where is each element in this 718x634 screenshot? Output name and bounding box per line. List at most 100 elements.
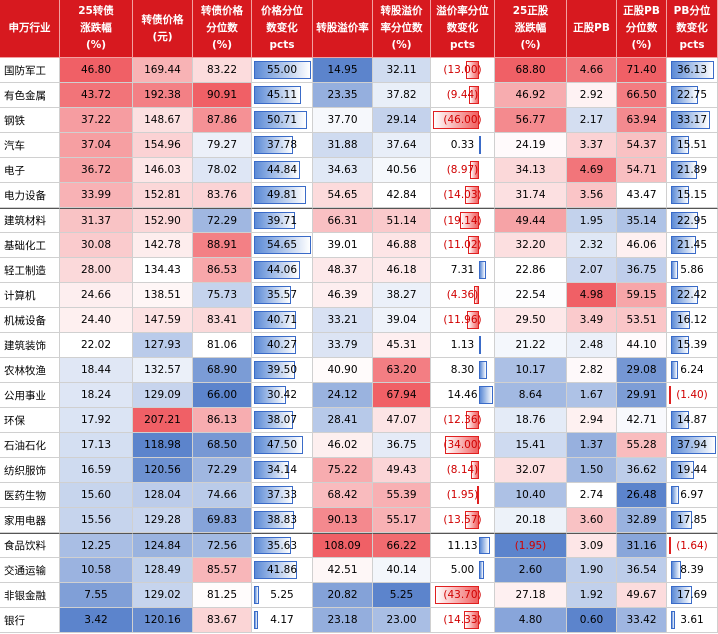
header-cell: 正股PB <box>567 0 617 58</box>
value-cell: 43.72 <box>60 83 133 108</box>
cell-value: 2.60 <box>518 564 543 576</box>
value-cell: 18.24 <box>60 383 133 408</box>
value-cell: 32.07 <box>495 458 567 483</box>
value-cell: 43.47 <box>617 183 667 208</box>
header-text: 转债价格 <box>141 13 184 26</box>
header-cell: 溢价率分位 数变化 pcts <box>431 0 495 58</box>
value-cell: 14.87 <box>667 408 718 433</box>
cell-value: 88.91 <box>206 239 238 251</box>
cell-value: (14.33) <box>443 614 482 626</box>
value-cell: 86.53 <box>193 258 252 283</box>
cell-value: (13.57) <box>443 514 482 526</box>
data-bar <box>670 212 699 229</box>
value-cell: 83.67 <box>193 608 252 633</box>
value-cell: 40.71 <box>252 308 313 333</box>
value-cell: 23.35 <box>313 83 373 108</box>
value-cell: 132.57 <box>133 358 193 383</box>
cell-value: 40.56 <box>386 164 417 176</box>
cell-value: (1.95) <box>446 489 479 501</box>
cell-value: 53.51 <box>626 314 657 326</box>
industry-name: 农林牧渔 <box>4 364 46 377</box>
cell-value: 33.99 <box>80 189 112 201</box>
cell-value: 49.43 <box>386 464 417 476</box>
cell-value: (9.44) <box>446 89 479 101</box>
cell-value: 1.37 <box>579 439 604 451</box>
cell-value: 36.54 <box>626 564 657 576</box>
header-text: (%) <box>211 39 233 51</box>
cell-value: 66.50 <box>626 89 657 101</box>
industry-cell: 环保 <box>0 408 60 433</box>
data-bar <box>466 411 479 429</box>
data-bar <box>254 61 311 79</box>
data-bar <box>670 311 691 329</box>
data-bar <box>254 212 296 229</box>
value-cell: 24.12 <box>313 383 373 408</box>
data-bar <box>254 236 311 254</box>
value-cell: 10.40 <box>495 483 567 508</box>
data-bar <box>470 461 479 479</box>
header-text: 转股溢价率 <box>316 22 369 34</box>
value-cell: 68.50 <box>193 433 252 458</box>
value-cell: 2.74 <box>567 483 617 508</box>
data-bar <box>669 537 671 554</box>
value-cell: 67.94 <box>373 383 431 408</box>
value-cell: 23.18 <box>313 608 373 633</box>
cell-value: 42.84 <box>386 189 417 201</box>
value-cell: 46.18 <box>373 258 431 283</box>
cell-value: 83.67 <box>206 614 238 626</box>
cell-value: 55.28 <box>626 439 657 451</box>
data-bar <box>254 461 290 479</box>
cell-value: 72.29 <box>206 464 238 476</box>
value-cell: 33.99 <box>60 183 133 208</box>
cell-value: 36.72 <box>80 164 112 176</box>
value-cell: 44.10 <box>617 333 667 358</box>
value-cell: 24.19 <box>495 133 567 158</box>
cell-value: 10.40 <box>515 489 546 501</box>
cell-value: 83.76 <box>206 189 238 201</box>
value-cell: 17.13 <box>60 433 133 458</box>
cell-value: 134.43 <box>144 264 181 276</box>
value-cell: 36.75 <box>373 433 431 458</box>
cell-value: 14.95 <box>327 64 358 76</box>
data-bar <box>476 486 479 504</box>
value-cell: 29.08 <box>617 358 667 383</box>
cell-value: 22.75 <box>676 89 708 101</box>
data-bar <box>670 486 680 504</box>
value-cell: 2.92 <box>567 83 617 108</box>
value-cell: (1.64) <box>667 533 718 558</box>
data-bar <box>465 511 479 529</box>
value-cell: 47.07 <box>373 408 431 433</box>
data-bar <box>254 111 307 129</box>
cell-value: 18.24 <box>80 389 112 401</box>
value-cell: (1.95) <box>431 483 495 508</box>
cell-value: 34.63 <box>327 164 358 176</box>
value-cell: (4.36) <box>431 283 495 308</box>
header-text: 分位数 <box>625 22 658 34</box>
value-cell: 24.66 <box>60 283 133 308</box>
cell-value: 41.86 <box>266 564 298 576</box>
cell-value: 21.22 <box>515 339 546 351</box>
cell-value: 1.95 <box>579 214 604 227</box>
cell-value: 15.15 <box>676 189 708 201</box>
cell-value: 0.33 <box>450 139 475 151</box>
cell-value: (14.03) <box>443 189 482 201</box>
value-cell: 0.60 <box>567 608 617 633</box>
data-bar <box>670 261 678 279</box>
cell-value: 44.84 <box>266 164 298 176</box>
value-cell: 37.64 <box>373 133 431 158</box>
cell-value: 67.94 <box>386 389 417 401</box>
data-bar <box>467 236 479 254</box>
cell-value: 54.65 <box>266 239 298 251</box>
cell-value: 22.54 <box>515 289 546 301</box>
cell-value: 49.81 <box>266 189 298 201</box>
cell-value: (1.40) <box>676 389 708 401</box>
cell-value: 40.27 <box>266 339 298 351</box>
cell-value: 66.31 <box>327 214 358 227</box>
industry-name: 非银金融 <box>4 589 46 602</box>
value-cell: 66.22 <box>373 533 431 558</box>
value-cell: 147.59 <box>133 308 193 333</box>
data-bar <box>469 86 479 104</box>
cell-value: 120.56 <box>144 464 181 476</box>
cell-value: 2.74 <box>579 489 604 501</box>
cell-value: 138.51 <box>144 289 181 301</box>
